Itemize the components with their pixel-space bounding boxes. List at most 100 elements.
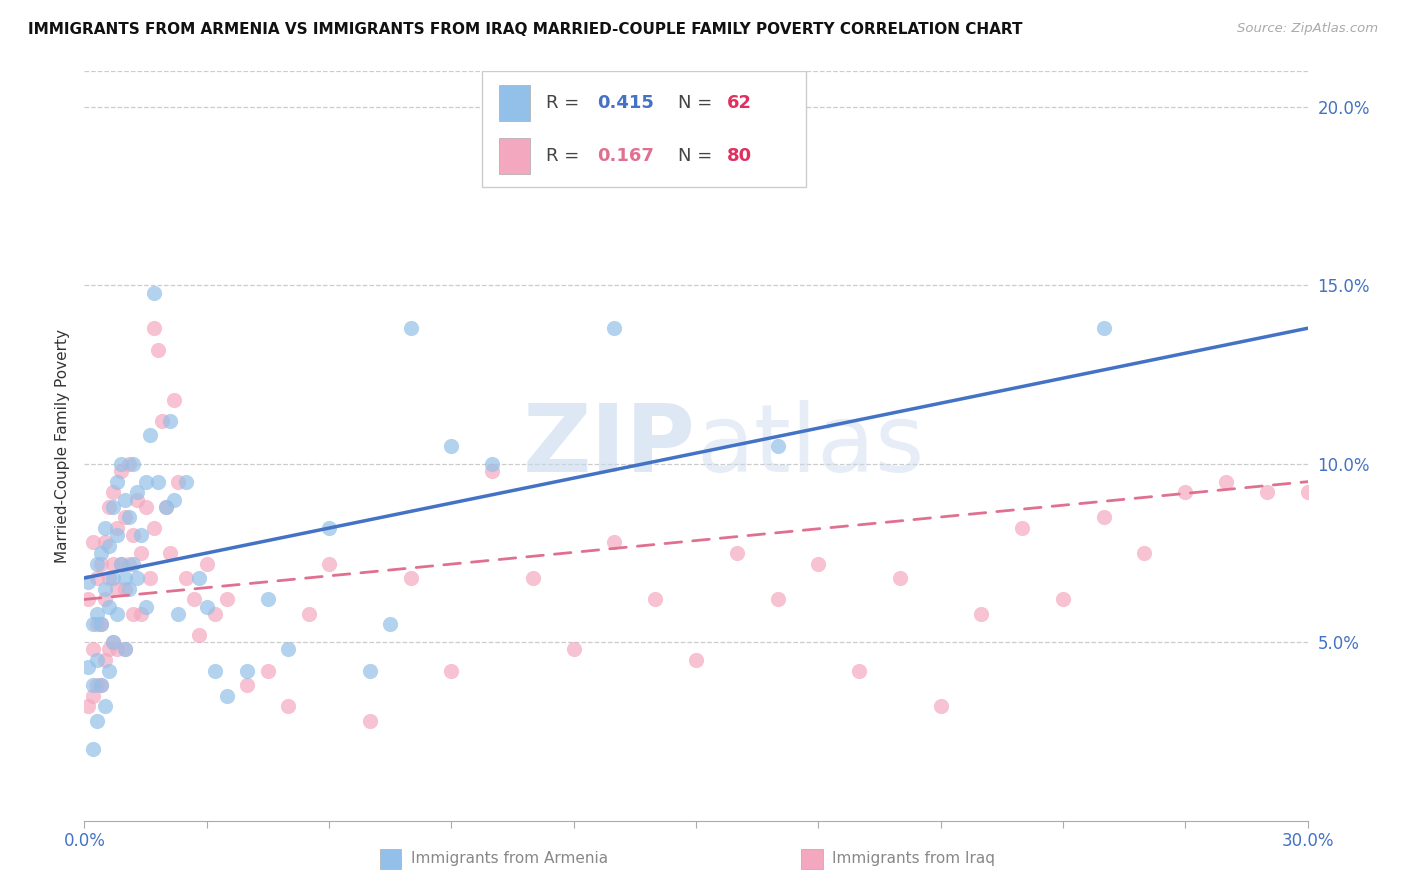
Point [929, 699, 952, 714]
Point [90, 617, 112, 632]
Point [105, 642, 128, 657]
Point [97, 664, 120, 678]
Point [77, 660, 100, 674]
Point [101, 557, 124, 571]
Point [127, 492, 149, 507]
Point [101, 571, 124, 585]
Text: N =: N = [678, 147, 717, 165]
Point [399, 321, 422, 335]
Point [118, 510, 141, 524]
Bar [499, 138, 530, 174]
Point [77, 699, 100, 714]
Text: Source: ZipAtlas.com: Source: ZipAtlas.com [1237, 22, 1378, 36]
Text: R =: R = [546, 94, 585, 112]
Point [86, 607, 108, 621]
Point [204, 664, 226, 678]
Point [167, 607, 190, 621]
Point [298, 607, 321, 621]
Point [142, 285, 165, 300]
Point [155, 500, 177, 514]
Point [122, 528, 145, 542]
Point [93, 535, 115, 549]
Point [101, 500, 124, 514]
Point [131, 528, 153, 542]
Point [1256, 485, 1278, 500]
Point [122, 457, 145, 471]
Point [163, 392, 186, 407]
Point [77, 574, 100, 589]
Point [90, 617, 112, 632]
Point [118, 582, 141, 596]
Point [114, 642, 136, 657]
Point [481, 464, 503, 478]
Point [82, 617, 104, 632]
Point [82, 535, 104, 549]
Point [93, 582, 115, 596]
Point [440, 664, 463, 678]
Point [766, 592, 789, 607]
Point [399, 571, 422, 585]
Point [150, 414, 173, 428]
Point [97, 599, 120, 614]
Bar [499, 85, 530, 120]
Bar [380, 849, 401, 869]
Point [86, 714, 108, 728]
Point [257, 664, 280, 678]
Point [105, 607, 128, 621]
Point [131, 546, 153, 560]
Point [114, 492, 136, 507]
Point [318, 521, 340, 535]
Point [603, 535, 626, 549]
Point [114, 642, 136, 657]
Point [97, 539, 120, 553]
Point [86, 617, 108, 632]
Point [187, 628, 209, 642]
Point [93, 699, 115, 714]
Point [86, 678, 108, 692]
Point [236, 664, 259, 678]
Point [848, 664, 870, 678]
Point [127, 485, 149, 500]
Point [86, 557, 108, 571]
Text: 80: 80 [727, 147, 752, 165]
Point [110, 457, 132, 471]
Point [183, 592, 205, 607]
Point [1092, 321, 1115, 335]
Point [1052, 592, 1074, 607]
Point [603, 321, 626, 335]
Point [167, 475, 190, 489]
Point [118, 457, 141, 471]
Point [135, 475, 157, 489]
Point [481, 457, 503, 471]
Point [159, 414, 181, 428]
Point [159, 546, 181, 560]
Point [82, 742, 104, 756]
Point [217, 689, 239, 703]
Point [807, 557, 830, 571]
Point [118, 557, 141, 571]
Point [236, 678, 259, 692]
Point [725, 546, 748, 560]
Point [86, 571, 108, 585]
Point [131, 607, 153, 621]
Point [86, 653, 108, 667]
Point [82, 689, 104, 703]
Point [110, 557, 132, 571]
Bar [801, 849, 823, 869]
Text: Immigrants from Armenia: Immigrants from Armenia [411, 852, 607, 866]
Point [155, 500, 177, 514]
Point [101, 635, 124, 649]
Point [90, 678, 112, 692]
Point [277, 699, 299, 714]
Point [1092, 510, 1115, 524]
Point [114, 510, 136, 524]
Point [174, 571, 197, 585]
Text: ZIP: ZIP [523, 400, 696, 492]
Point [122, 607, 145, 621]
Point [142, 321, 165, 335]
FancyBboxPatch shape [482, 71, 806, 187]
Point [127, 571, 149, 585]
Text: 62: 62 [727, 94, 752, 112]
Text: atlas: atlas [696, 400, 924, 492]
Point [138, 428, 160, 442]
